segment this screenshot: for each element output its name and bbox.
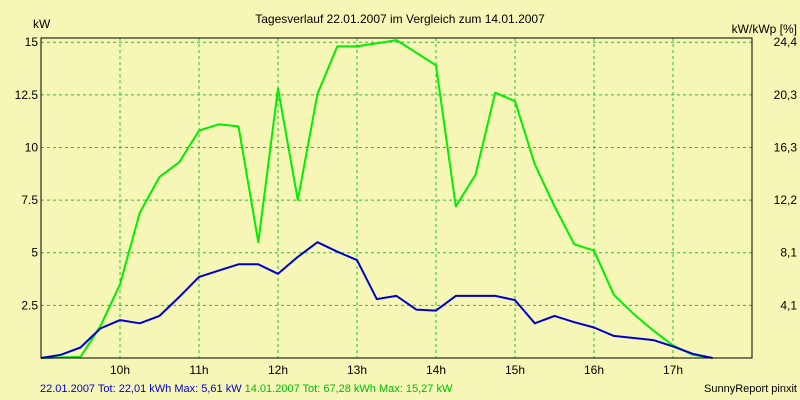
y-tick-label-left: 10 bbox=[25, 140, 39, 154]
legend-series-1: 22.01.2007 Tot: 22,01 kWh Max: 5,61 kW bbox=[40, 383, 242, 395]
x-tick-label: 16h bbox=[584, 363, 604, 377]
chart-title: Tagesverlauf 22.01.2007 im Vergleich zum… bbox=[255, 12, 545, 26]
plot-frame bbox=[40, 37, 753, 359]
x-tick-label: 14h bbox=[426, 363, 446, 377]
right-axis-ticks: 4,1 8,1 12,2 16,3 20,3 24,4 bbox=[774, 35, 798, 312]
left-axis-ticks: 2.5 5 7.5 10 12.5 15 bbox=[15, 35, 39, 312]
y-tick-label-left: 12.5 bbox=[15, 88, 39, 102]
x-axis-ticks: 10h 11h 12h 13h 14h 15h 16h 17h bbox=[110, 363, 683, 377]
y-tick-label-right: 8,1 bbox=[780, 246, 797, 260]
y-tick-label-right: 24,4 bbox=[774, 35, 798, 49]
series-line-2 bbox=[40, 39, 713, 359]
footer-legend: 22.01.2007 Tot: 22,01 kWh Max: 5,61 kW 1… bbox=[40, 383, 453, 395]
y-tick-label-right: 4,1 bbox=[780, 298, 797, 312]
left-axis-unit: kW bbox=[33, 17, 51, 31]
x-tick-label: 11h bbox=[189, 363, 208, 377]
x-tick-label: 15h bbox=[505, 363, 525, 377]
legend-series-2: 14.01.2007 Tot: 67,28 kWh Max: 15,27 kW bbox=[245, 383, 453, 395]
x-tick-label: 10h bbox=[110, 363, 130, 377]
x-tick-label: 17h bbox=[663, 363, 683, 377]
x-tick-label: 12h bbox=[268, 363, 288, 377]
y-tick-label-right: 12,2 bbox=[774, 193, 798, 207]
y-tick-label-left: 2.5 bbox=[21, 298, 38, 312]
y-tick-label-right: 16,3 bbox=[774, 140, 798, 154]
grid bbox=[41, 38, 752, 358]
y-tick-label-right: 20,3 bbox=[774, 88, 798, 102]
series-layer bbox=[40, 39, 713, 359]
y-tick-label-left: 15 bbox=[25, 35, 39, 49]
x-tick-label: 13h bbox=[347, 363, 367, 377]
y-tick-label-left: 5 bbox=[31, 246, 38, 260]
series-line-1 bbox=[40, 241, 713, 359]
credit: SunnyReport pinxit bbox=[704, 383, 797, 395]
y-tick-label-left: 7.5 bbox=[21, 193, 38, 207]
right-axis-unit: kW/kWp [%] bbox=[732, 22, 797, 36]
